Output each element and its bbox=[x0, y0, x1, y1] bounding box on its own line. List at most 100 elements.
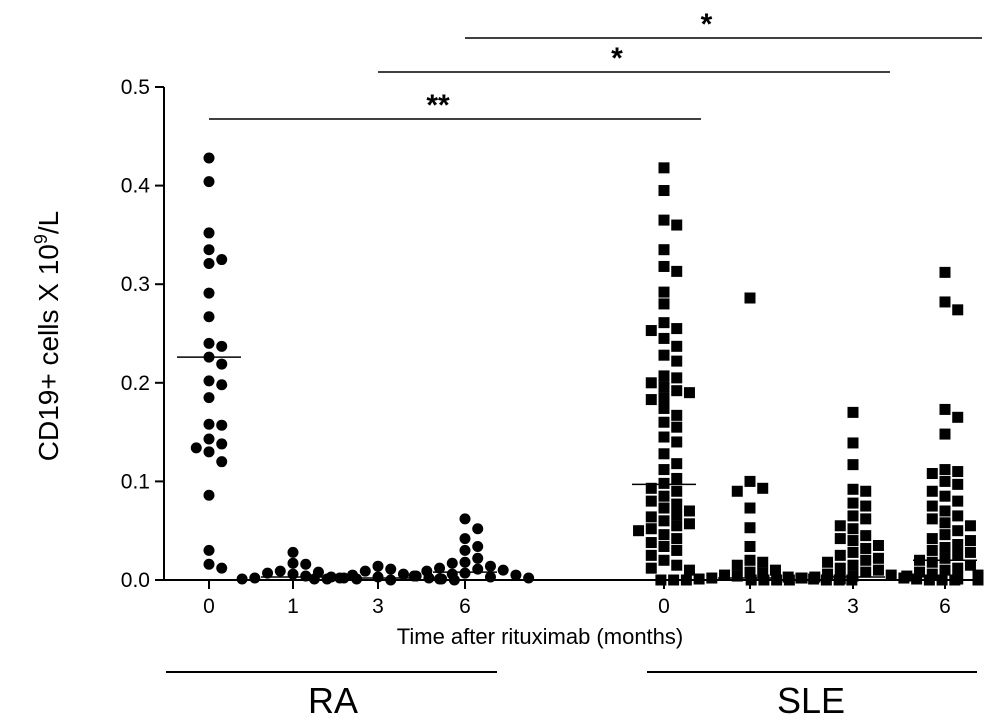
data-point bbox=[203, 176, 215, 188]
data-point bbox=[459, 567, 471, 579]
data-point bbox=[287, 546, 299, 558]
data-point bbox=[645, 377, 657, 389]
data-point bbox=[952, 549, 964, 561]
data-point bbox=[658, 490, 670, 502]
data-point bbox=[216, 419, 228, 431]
data-point bbox=[484, 560, 496, 572]
data-point bbox=[645, 394, 657, 406]
data-point bbox=[745, 574, 757, 586]
data-point bbox=[952, 478, 964, 490]
data-point bbox=[658, 554, 670, 566]
data-point bbox=[287, 557, 299, 569]
data-point bbox=[203, 257, 215, 269]
data-point bbox=[658, 540, 670, 552]
data-point bbox=[671, 409, 683, 421]
data-point bbox=[203, 152, 215, 164]
data-point bbox=[203, 227, 215, 239]
data-point bbox=[658, 286, 670, 298]
data-point bbox=[658, 298, 670, 310]
data-point bbox=[645, 482, 657, 494]
data-point bbox=[372, 571, 384, 583]
data-point bbox=[633, 525, 645, 537]
data-point bbox=[706, 572, 718, 584]
data-point bbox=[216, 562, 228, 574]
data-point bbox=[203, 311, 215, 323]
data-point bbox=[744, 502, 756, 514]
data-point bbox=[671, 421, 683, 433]
data-point bbox=[680, 574, 692, 586]
data-point bbox=[939, 428, 951, 440]
data-point bbox=[809, 571, 821, 583]
data-point bbox=[964, 546, 976, 558]
data-point bbox=[203, 392, 215, 404]
x-tick-label: 3 bbox=[372, 595, 384, 618]
data-point bbox=[347, 569, 359, 581]
data-point bbox=[834, 562, 846, 574]
data-point bbox=[964, 520, 976, 532]
data-point bbox=[757, 556, 769, 568]
data-point bbox=[658, 370, 670, 382]
data-point bbox=[203, 433, 215, 445]
data-point bbox=[658, 244, 670, 256]
data-point bbox=[421, 565, 433, 577]
data-points bbox=[190, 152, 984, 586]
data-point bbox=[658, 162, 670, 174]
data-point bbox=[645, 325, 657, 337]
data-point bbox=[203, 446, 215, 458]
data-point bbox=[757, 567, 769, 579]
data-point bbox=[744, 554, 756, 566]
data-point bbox=[952, 510, 964, 522]
data-point bbox=[926, 468, 938, 480]
data-point bbox=[236, 573, 248, 585]
data-point bbox=[671, 385, 683, 397]
x-tick-label: 0 bbox=[203, 595, 215, 618]
data-point bbox=[952, 525, 964, 537]
data-point bbox=[671, 509, 683, 521]
data-point bbox=[939, 475, 951, 487]
data-point bbox=[671, 533, 683, 545]
data-point bbox=[472, 540, 484, 552]
data-point bbox=[249, 572, 261, 584]
data-point bbox=[939, 564, 951, 576]
data-point bbox=[658, 349, 670, 361]
y-tick-label: 0.2 bbox=[121, 372, 150, 395]
data-point bbox=[671, 458, 683, 470]
data-point bbox=[300, 570, 312, 582]
data-point bbox=[693, 573, 705, 585]
data-point bbox=[872, 552, 884, 564]
data-point bbox=[459, 556, 471, 568]
group-label: SLE bbox=[777, 680, 845, 718]
data-point bbox=[939, 296, 951, 308]
data-point bbox=[926, 513, 938, 525]
data-point bbox=[796, 572, 808, 584]
group-label: RA bbox=[308, 680, 358, 718]
data-point bbox=[885, 569, 897, 581]
data-point bbox=[939, 517, 951, 529]
data-point bbox=[847, 559, 859, 571]
data-point bbox=[683, 518, 695, 530]
data-point bbox=[939, 529, 951, 541]
data-point bbox=[939, 266, 951, 278]
data-point bbox=[847, 459, 859, 471]
data-point bbox=[952, 495, 964, 507]
data-point bbox=[671, 355, 683, 367]
data-point bbox=[459, 544, 471, 556]
data-point bbox=[731, 559, 743, 571]
data-point bbox=[510, 569, 522, 581]
y-tick-label: 0.0 bbox=[121, 569, 150, 592]
data-point bbox=[847, 523, 859, 535]
data-point bbox=[216, 254, 228, 266]
data-point bbox=[719, 569, 731, 581]
data-point bbox=[683, 564, 695, 576]
data-point bbox=[926, 485, 938, 497]
data-point bbox=[847, 546, 859, 558]
data-point bbox=[926, 544, 938, 556]
data-point bbox=[203, 489, 215, 501]
data-point bbox=[671, 498, 683, 510]
data-point bbox=[771, 574, 783, 586]
data-point bbox=[744, 540, 756, 552]
data-point bbox=[926, 556, 938, 568]
data-point bbox=[952, 304, 964, 316]
y-tick-label: 0.1 bbox=[121, 470, 150, 493]
